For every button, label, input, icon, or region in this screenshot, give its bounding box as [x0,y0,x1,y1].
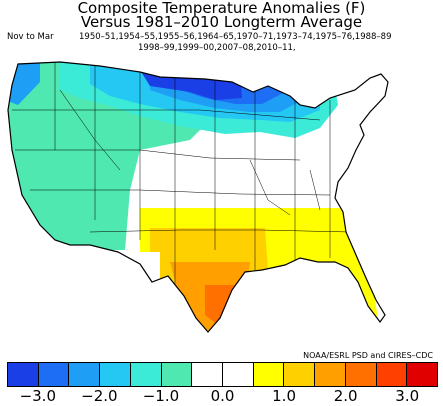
legend-tick-label: 0.0 [210,387,235,405]
legend-tick-label: 2.0 [333,387,358,405]
legend-tick-label: 3.0 [395,387,420,405]
legend-swatch [407,363,438,386]
legend-tick-label: −3.0 [19,387,56,405]
legend-swatch [315,363,346,386]
legend-swatch [376,363,408,386]
composite-years-line2: 1998–99,1999–00,2007–08,2010–11, [138,43,296,53]
southwest-neutral-region [128,252,160,300]
legend-swatch [192,363,224,386]
anomaly-map [7,61,389,333]
legend-tick-label: 1.0 [272,387,296,405]
legend-swatch [253,363,285,386]
map-title: Composite Temperature Anomalies (F) [77,0,366,17]
composite-years-line1: 1950–51,1954–55,1955–56,1964–65,1970–71,… [79,32,392,42]
legend-swatch [130,363,162,386]
legend-swatch [38,363,70,386]
legend-swatch [100,363,131,386]
legend-tick-label: −2.0 [81,387,118,405]
legend-swatch [161,363,193,386]
state-boundaries [12,62,351,300]
legend-swatch [284,363,316,386]
data-credit: NOAA/ESRL PSD and CIRES–CDC [303,351,433,360]
texas-coast-warmest-region [205,285,235,325]
legend-tick-label: −1.0 [142,387,180,405]
color-legend [7,362,438,387]
map-subtitle: Versus 1981–2010 Longterm Average [80,13,363,31]
legend-swatch [69,363,101,386]
legend-swatch [8,363,39,386]
legend-swatch [223,363,254,386]
season-label: Nov to Mar [7,32,54,42]
legend-swatch [345,363,377,386]
